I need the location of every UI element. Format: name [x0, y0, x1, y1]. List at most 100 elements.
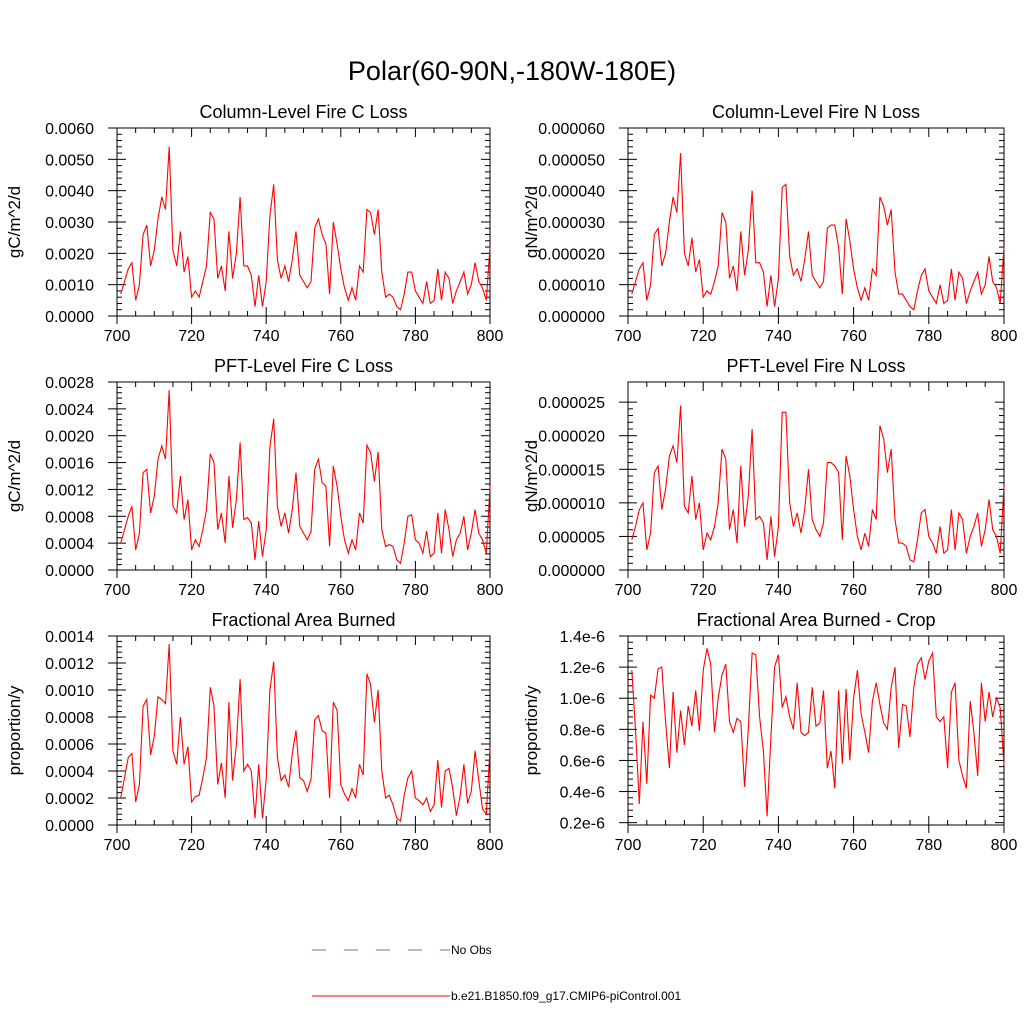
x-tick-label: 700	[104, 582, 131, 599]
series-line	[631, 648, 1005, 817]
y-tick-label: 0.000000	[538, 563, 605, 580]
x-tick-label: 800	[991, 582, 1018, 599]
y-tick-label: 0.000020	[538, 246, 605, 263]
series-line	[120, 146, 491, 311]
x-tick-label: 740	[765, 582, 792, 599]
x-tick-label: 720	[690, 837, 717, 854]
y-tick-label: 1.0e-6	[560, 691, 605, 708]
panel-title: Fractional Area Burned - Crop	[696, 610, 935, 630]
x-tick-label: 800	[991, 328, 1018, 345]
x-tick-label: 720	[178, 837, 205, 854]
series-line	[120, 644, 491, 822]
x-tick-label: 720	[178, 582, 205, 599]
panel-title: Column-Level Fire N Loss	[712, 102, 920, 122]
y-axis-label: proportion/y	[522, 685, 541, 775]
y-tick-label: 0.0002	[45, 791, 94, 808]
y-axis-label: proportion/y	[5, 685, 24, 775]
y-tick-label: 0.000000	[538, 309, 605, 326]
x-tick-label: 780	[915, 328, 942, 345]
y-tick-label: 0.000050	[538, 152, 605, 169]
y-tick-label: 0.000025	[538, 395, 605, 412]
y-tick-label: 0.2e-6	[560, 816, 605, 833]
y-tick-label: 0.000040	[538, 184, 605, 201]
y-axis-label: gN/m^2/d	[522, 440, 541, 512]
x-tick-label: 700	[104, 837, 131, 854]
y-tick-label: 0.6e-6	[560, 753, 605, 770]
y-tick-label: 0.4e-6	[560, 785, 605, 802]
x-tick-label: 740	[765, 837, 792, 854]
panel-2: Column-Level Fire N Loss 700 720 740 760 780 8…	[522, 102, 1017, 345]
y-tick-label: 0.0004	[45, 536, 94, 553]
y-tick-label: 0.0014	[45, 629, 94, 646]
x-tick-label: 740	[253, 328, 280, 345]
y-tick-label: 0.0012	[45, 482, 94, 499]
x-tick-label: 700	[615, 582, 642, 599]
y-tick-label: 0.0006	[45, 737, 94, 754]
plot-frame	[116, 381, 491, 571]
series-line	[631, 153, 1005, 311]
x-tick-label: 700	[104, 328, 131, 345]
series-line	[631, 405, 1005, 563]
x-tick-label: 760	[327, 837, 354, 854]
x-tick-label: 800	[477, 582, 504, 599]
plot-frame	[627, 635, 1005, 826]
x-tick-label: 720	[690, 582, 717, 599]
panel-3: PFT-Level Fire C Loss 700 720 740 760 780 800 0…	[5, 356, 503, 599]
y-tick-label: 0.0010	[45, 683, 94, 700]
x-tick-label: 760	[840, 328, 867, 345]
plot-frame	[116, 127, 491, 317]
x-tick-label: 740	[765, 328, 792, 345]
x-tick-label: 760	[327, 582, 354, 599]
x-tick-label: 780	[402, 328, 429, 345]
panel-title: PFT-Level Fire N Loss	[726, 356, 905, 376]
x-tick-label: 800	[477, 328, 504, 345]
panel-6: Fractional Area Burned - Crop 700 720 740 76…	[522, 610, 1017, 854]
x-tick-label: 740	[253, 837, 280, 854]
panel-5: Fractional Area Burned 700 720 740 760 780 800…	[5, 610, 503, 854]
y-tick-label: 0.000005	[538, 529, 605, 546]
y-tick-label: 0.000010	[538, 496, 605, 513]
x-tick-label: 780	[915, 837, 942, 854]
y-tick-label: 0.0020	[45, 246, 94, 263]
x-tick-label: 760	[327, 328, 354, 345]
plot-frame	[627, 381, 1005, 571]
panels-group: Column-Level Fire C Loss 700 720 740 760 780 8…	[5, 102, 1017, 854]
y-tick-label: 0.000060	[538, 121, 605, 138]
y-tick-label: 0.0010	[45, 278, 94, 295]
y-tick-label: 0.0004	[45, 764, 94, 781]
y-tick-label: 0.0000	[45, 818, 94, 835]
y-tick-label: 0.0040	[45, 184, 94, 201]
panel-1: Column-Level Fire C Loss 700 720 740 760 780 8…	[5, 102, 503, 345]
x-tick-label: 720	[178, 328, 205, 345]
y-tick-label: 0.0024	[45, 402, 94, 419]
y-tick-label: 0.0050	[45, 152, 94, 169]
y-tick-label: 0.0016	[45, 456, 94, 473]
y-tick-label: 0.000010	[538, 278, 605, 295]
y-tick-label: 0.0000	[45, 563, 94, 580]
plot-frame	[116, 635, 491, 826]
y-tick-label: 0.0000	[45, 309, 94, 326]
x-tick-label: 760	[840, 837, 867, 854]
y-tick-label: 0.0060	[45, 121, 94, 138]
legend: No Obs b.e21.B1850.f09_g17.CMIP6-piContr…	[312, 943, 681, 1003]
y-tick-label: 0.0020	[45, 429, 94, 446]
y-tick-label: 0.000015	[538, 462, 605, 479]
x-tick-label: 700	[615, 837, 642, 854]
panel-title: Column-Level Fire C Loss	[199, 102, 407, 122]
y-axis-label: gC/m^2/d	[5, 186, 24, 258]
x-tick-label: 740	[253, 582, 280, 599]
y-tick-label: 0.0008	[45, 509, 94, 526]
y-axis-label: gN/m^2/d	[522, 186, 541, 258]
x-tick-label: 760	[840, 582, 867, 599]
y-tick-label: 1.4e-6	[560, 629, 605, 646]
x-tick-label: 720	[690, 328, 717, 345]
x-tick-label: 700	[615, 328, 642, 345]
y-tick-label: 0.0030	[45, 215, 94, 232]
figure-title: Polar(60-90N,-180W-180E)	[348, 56, 676, 86]
y-tick-label: 0.8e-6	[560, 722, 605, 739]
panel-title: Fractional Area Burned	[211, 610, 395, 630]
x-tick-label: 780	[402, 582, 429, 599]
y-axis-label: gC/m^2/d	[5, 440, 24, 512]
panel-4: PFT-Level Fire N Loss 700 720 740 760 780 800 0…	[522, 356, 1017, 599]
legend-model-label: b.e21.B1850.f09_g17.CMIP6-piControl.001	[451, 989, 681, 1003]
